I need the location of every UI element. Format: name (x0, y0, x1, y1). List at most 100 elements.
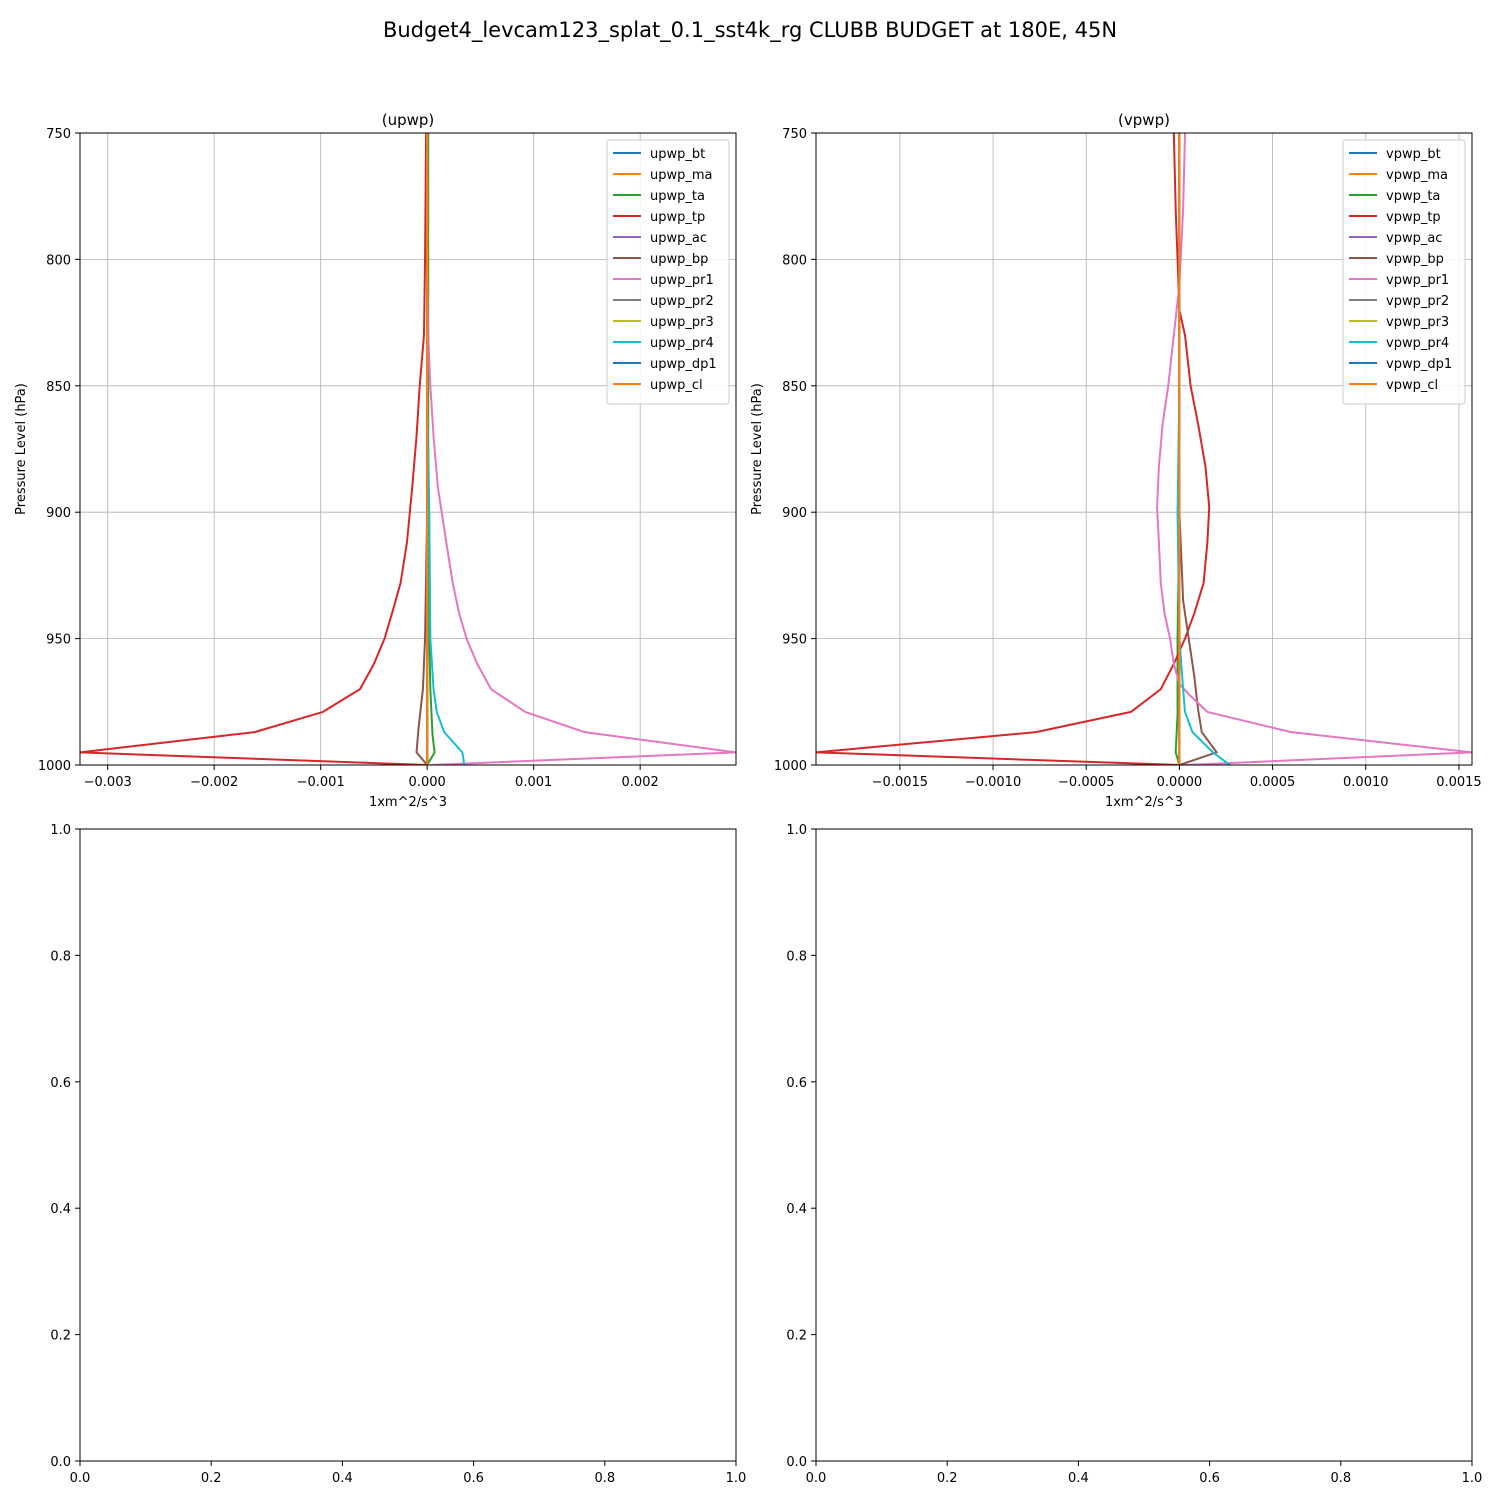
axes-frame (79, 828, 737, 1462)
legend-label: vpwp_pr3 (1386, 315, 1449, 330)
y-tick-label: 0.0 (786, 1455, 807, 1470)
legend-box (606, 139, 730, 405)
y-axis-label: Pressure Level (hPa) (750, 383, 765, 515)
legend-label: upwp_tp (650, 210, 705, 225)
y-tick-label: 900 (46, 506, 71, 521)
x-tick-label: −0.002 (190, 775, 238, 790)
legend: vpwp_bt vpwp_ma vpwp_ta vpwp_tp vpwp_ac vpwp_… (1342, 139, 1466, 405)
legend-item: upwp_dp1 (613, 357, 717, 372)
y-tick-label: 950 (46, 633, 71, 648)
legend-item: vpwp_ac (1349, 231, 1442, 246)
legend-item: upwp_bp (613, 252, 708, 267)
axes-frame (815, 132, 1473, 766)
chart-panel-3: 0.0 0.2 0.4 0.6 0.8 1.0 0.0 0.2 0.4 0.6 0.8 1.0 (50, 823, 746, 1486)
legend-label: vpwp_ma (1386, 168, 1448, 183)
x-tick-label: 0.2 (937, 1471, 958, 1486)
legend-item: vpwp_pr4 (1349, 336, 1449, 351)
legend-label: upwp_bt (650, 147, 705, 162)
legend-item: vpwp_pr1 (1349, 273, 1449, 288)
y-tick-label: 950 (782, 633, 807, 648)
y-tick-label: 1000 (774, 759, 807, 774)
x-tick-label: −0.001 (297, 775, 345, 790)
y-tick-label: 750 (782, 127, 807, 142)
legend-item: upwp_cl (613, 378, 703, 393)
series-group (816, 133, 1472, 765)
legend-label: vpwp_tp (1386, 210, 1441, 225)
legend-item: upwp_pr3 (613, 315, 714, 330)
axes-frame (815, 828, 1473, 1462)
x-tick-label: 0.2 (201, 1471, 222, 1486)
legend-label: upwp_pr2 (650, 294, 714, 309)
legend-label: vpwp_bp (1386, 252, 1444, 267)
legend-label: upwp_cl (650, 378, 703, 393)
x-tick-label: 0.6 (463, 1471, 484, 1486)
figure-suptitle: Budget4_levcam123_splat_0.1_sst4k_rg CLU… (383, 18, 1117, 43)
legend-label: vpwp_pr4 (1386, 336, 1449, 351)
y-tick-label: 850 (46, 380, 71, 395)
axes-title: (vpwp) (1118, 111, 1170, 129)
x-axis-label: 1xm^2/s^3 (1105, 795, 1183, 810)
x-axis-label: 1xm^2/s^3 (369, 795, 447, 810)
legend-label: vpwp_ac (1386, 231, 1442, 246)
x-tick-label: −0.0005 (1058, 775, 1114, 790)
y-tick-label: 1.0 (786, 823, 807, 838)
legend-label: upwp_pr1 (650, 273, 714, 288)
axes-title: (upwp) (382, 111, 435, 129)
y-tick-label: 800 (782, 253, 807, 268)
series-line-upwp-pr1 (426, 133, 736, 765)
legend-item: upwp_pr2 (613, 294, 714, 309)
x-tick-label: 0.8 (1330, 1471, 1351, 1486)
y-tick-label: 900 (782, 506, 807, 521)
legend-label: upwp_pr3 (650, 315, 714, 330)
legend-label: vpwp_pr1 (1386, 273, 1449, 288)
x-tick-label: 1.0 (726, 1471, 747, 1486)
legend-item: upwp_ac (613, 231, 707, 246)
legend-item: vpwp_cl (1349, 378, 1438, 393)
x-tick-label: 0.002 (622, 775, 659, 790)
series-line-upwp-tp (80, 133, 428, 765)
y-tick-label: 800 (46, 253, 71, 268)
legend-box (1342, 139, 1466, 405)
legend-label: upwp_ta (650, 189, 705, 204)
x-tick-label: 0.0 (70, 1471, 91, 1486)
chart-panel-4: 0.0 0.2 0.4 0.6 0.8 1.0 0.0 0.2 0.4 0.6 0.8 1.0 (786, 823, 1482, 1486)
x-tick-label: 0.6 (1199, 1471, 1220, 1486)
x-tick-label: −0.003 (84, 775, 132, 790)
legend-item: vpwp_pr2 (1349, 294, 1449, 309)
series-line-vpwp-bp (1178, 133, 1218, 765)
series-line-upwp-ta (426, 133, 436, 765)
x-tick-label: 1.0 (1462, 1471, 1483, 1486)
y-tick-label: 0.8 (50, 949, 71, 964)
x-tick-label: 0.4 (332, 1471, 353, 1486)
x-tick-label: 0.0015 (1436, 775, 1482, 790)
y-tick-label: 0.2 (50, 1329, 71, 1344)
legend-item: vpwp_bt (1349, 147, 1441, 162)
legend-label: vpwp_pr2 (1386, 294, 1449, 309)
x-tick-label: −0.0015 (872, 775, 928, 790)
legend-label: upwp_ac (650, 231, 707, 246)
legend-item: vpwp_tp (1349, 210, 1441, 225)
legend-item: upwp_pr1 (613, 273, 714, 288)
y-tick-label: 0.4 (50, 1202, 71, 1217)
legend-item: vpwp_ta (1349, 189, 1440, 204)
legend-label: upwp_ma (650, 168, 713, 183)
legend-item: upwp_pr4 (613, 336, 714, 351)
legend-label: vpwp_dp1 (1386, 357, 1452, 372)
legend-label: vpwp_bt (1386, 147, 1441, 162)
legend-label: upwp_bp (650, 252, 708, 267)
y-tick-label: 0.8 (786, 949, 807, 964)
y-tick-label: 1000 (38, 759, 71, 774)
x-tick-label: −0.0010 (965, 775, 1021, 790)
x-tick-label: 0.0005 (1250, 775, 1296, 790)
x-tick-label: 0.0 (806, 1471, 827, 1486)
y-tick-label: 0.6 (50, 1076, 71, 1091)
y-tick-label: 0.4 (786, 1202, 807, 1217)
legend-label: upwp_pr4 (650, 336, 714, 351)
y-tick-label: 1.0 (50, 823, 71, 838)
y-tick-label: 0.2 (786, 1329, 807, 1344)
legend-item: vpwp_dp1 (1349, 357, 1452, 372)
axes-layer: −0.003 −0.002 −0.001 0.000 0.001 0.002 750 800 8… (14, 111, 1482, 1486)
legend-item: upwp_tp (613, 210, 705, 225)
